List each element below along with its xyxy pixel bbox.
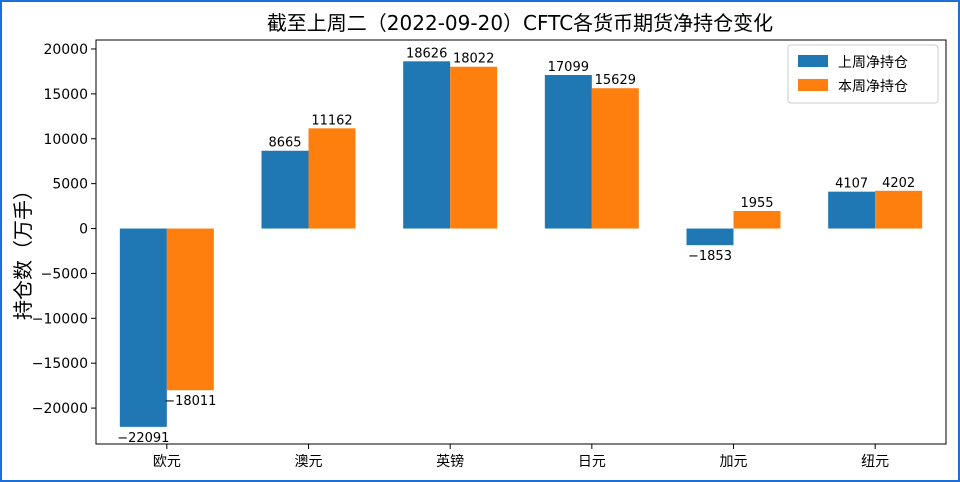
legend-swatch	[798, 79, 828, 91]
axes-frame	[95, 39, 947, 445]
bar-last-week	[403, 61, 451, 229]
bar-last-week	[686, 228, 734, 246]
x-tick-label: 欧元	[153, 454, 181, 470]
x-tick-label: 澳元	[295, 454, 323, 470]
bar-this-week	[875, 190, 923, 229]
x-tick-label: 英镑	[436, 453, 464, 470]
plot-area: −22091 8665 18626 17099 −1853 4107 −18011 11162…	[32, 39, 947, 470]
bar-this-week	[450, 66, 498, 229]
data-label: 1955	[740, 196, 773, 211]
y-tick-label: −20000	[32, 401, 88, 417]
data-label: 15629	[595, 73, 636, 88]
data-label: 17099	[548, 60, 589, 75]
bar-this-week	[308, 128, 356, 229]
bar-last-week	[119, 228, 167, 427]
data-label: 4107	[835, 177, 868, 192]
y-tick-label: −5000	[41, 266, 88, 282]
y-tick-label: 10000	[43, 132, 88, 148]
y-tick-label: 5000	[52, 177, 88, 193]
y-tick-label: −10000	[32, 311, 88, 327]
legend-swatch	[798, 55, 828, 67]
bar-last-week	[544, 75, 592, 229]
data-label: 4202	[882, 176, 915, 191]
legend-entry: 本周净持仓	[838, 79, 908, 95]
data-label: 11162	[311, 113, 352, 128]
bar-last-week	[828, 191, 876, 229]
x-tick-label: 日元	[578, 454, 606, 470]
bar-this-week	[591, 88, 639, 229]
data-label: −1853	[688, 249, 732, 264]
data-label: −18011	[164, 394, 216, 409]
data-label: 8665	[268, 136, 301, 151]
y-tick-label: −15000	[32, 356, 88, 372]
y-tick-label: 0	[79, 222, 88, 238]
data-label: −22091	[117, 431, 169, 446]
legend-entry: 上周净持仓	[838, 55, 908, 71]
chart-title: 截至上周二（2022-09-20）CFTC各货币期货净持仓变化	[267, 11, 773, 35]
x-tick-label: 纽元	[861, 454, 889, 470]
data-label: 18022	[453, 52, 494, 67]
bar-last-week	[261, 150, 309, 229]
y-axis-label: 持仓数（万手）	[11, 180, 35, 320]
bar-this-week	[166, 228, 214, 391]
x-tick-label: 加元	[720, 454, 748, 470]
y-tick-label: 15000	[43, 87, 88, 103]
bar-this-week	[733, 210, 781, 229]
data-label: 18626	[406, 46, 447, 61]
y-tick-label: 20000	[43, 42, 88, 58]
